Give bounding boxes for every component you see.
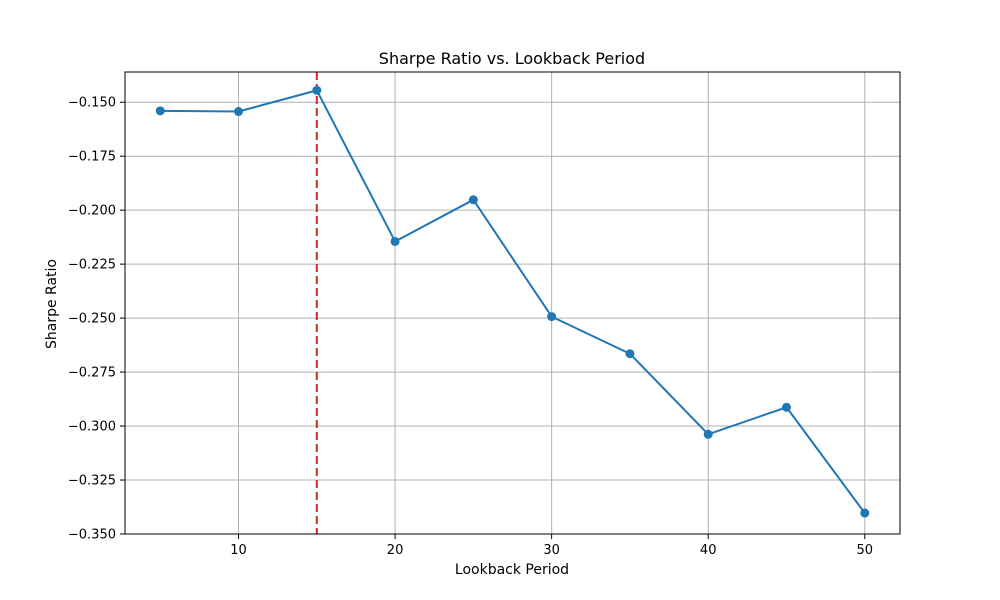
data-point [312,85,322,95]
y-tick-label: −0.200 [68,204,116,219]
x-tick-label: 10 [230,543,247,558]
data-point [155,106,165,116]
data-point [860,508,870,518]
data-point [625,349,635,359]
data-point [781,402,791,412]
y-tick-label: −0.350 [68,528,116,543]
chart-title: Sharpe Ratio vs. Lookback Period [379,49,645,68]
plot-area [125,72,900,534]
y-tick-label: −0.150 [68,96,116,111]
y-tick-label: −0.250 [68,312,116,327]
y-tick-label: −0.275 [68,366,116,381]
x-tick-label: 30 [543,543,560,558]
y-tick-label: −0.225 [68,258,116,273]
data-point [703,429,713,439]
y-axis-label: Sharpe Ratio [44,259,60,349]
x-tick-label: 20 [387,543,404,558]
plot-frame [124,71,901,535]
axis-ticks: 10 20 30 40 50 −0.150 −0.175 −0.200 −0.225 −0.250… [68,96,873,558]
x-tick-label: 40 [700,543,717,558]
series-line [160,89,866,514]
data-point [468,195,478,205]
y-tick-label: −0.175 [68,150,116,165]
x-axis-label: Lookback Period [455,562,569,578]
y-tick-label: −0.325 [68,474,116,489]
data-point [234,107,244,117]
data-series [155,85,870,518]
y-tick-label: −0.300 [68,420,116,435]
data-point [547,312,557,322]
data-point [390,236,400,246]
x-tick-label: 50 [856,543,873,558]
